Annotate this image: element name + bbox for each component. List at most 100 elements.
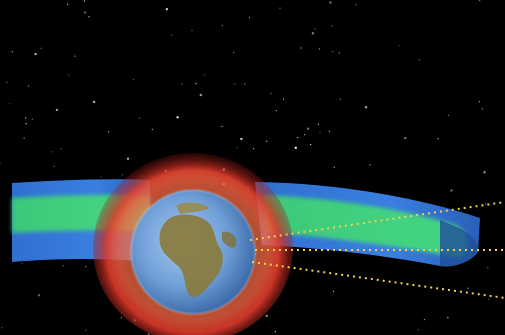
star <box>483 171 486 174</box>
star <box>68 74 70 76</box>
orbit-lines <box>249 201 505 299</box>
star <box>275 110 277 112</box>
star <box>165 8 169 11</box>
star <box>300 47 302 49</box>
star <box>303 134 306 136</box>
star <box>369 164 371 166</box>
star <box>233 51 235 54</box>
star <box>6 81 8 83</box>
star <box>0 162 1 164</box>
star <box>120 317 122 319</box>
star <box>25 123 27 125</box>
star <box>318 48 321 50</box>
star <box>314 28 316 30</box>
star <box>467 287 469 289</box>
star <box>100 176 102 178</box>
star <box>195 83 197 85</box>
star <box>450 189 453 192</box>
radiation-belt-right <box>255 182 480 267</box>
star <box>485 203 487 205</box>
star <box>294 146 297 149</box>
star <box>479 0 481 2</box>
star <box>176 116 179 119</box>
star <box>437 138 439 140</box>
star <box>423 319 425 321</box>
star <box>88 16 90 18</box>
star <box>221 24 223 26</box>
star <box>333 166 335 168</box>
star <box>74 55 76 57</box>
star <box>317 123 319 125</box>
star <box>62 265 64 267</box>
star <box>171 34 173 36</box>
star <box>448 114 450 116</box>
star <box>31 118 33 120</box>
star <box>311 32 315 35</box>
star <box>248 16 251 18</box>
orbit-line-lower <box>251 261 505 299</box>
star <box>92 100 96 104</box>
earth-globe <box>129 188 257 316</box>
star <box>404 136 407 140</box>
star <box>221 125 223 127</box>
star <box>331 25 333 27</box>
star <box>151 128 153 130</box>
star <box>488 298 490 300</box>
star <box>85 329 87 331</box>
star <box>481 108 483 110</box>
star <box>253 148 255 150</box>
star <box>306 127 310 130</box>
star <box>53 165 55 167</box>
star <box>236 147 238 149</box>
star <box>138 117 140 119</box>
star <box>244 83 246 85</box>
star <box>85 266 87 268</box>
star <box>274 331 276 333</box>
star <box>11 51 13 53</box>
star <box>21 263 23 265</box>
star <box>240 137 243 141</box>
star <box>417 329 420 331</box>
star <box>398 45 400 47</box>
star <box>191 29 193 31</box>
star <box>332 290 335 292</box>
star <box>447 317 449 319</box>
star <box>270 92 272 95</box>
star <box>297 137 299 139</box>
star <box>122 174 124 176</box>
star <box>23 137 25 139</box>
star <box>234 83 236 85</box>
star <box>266 140 268 142</box>
star <box>328 130 330 132</box>
star <box>60 148 62 150</box>
orbit-line-upper <box>249 201 505 241</box>
star <box>28 85 30 87</box>
star <box>132 78 134 80</box>
star <box>279 7 281 9</box>
star <box>9 103 11 105</box>
star <box>181 83 183 85</box>
star <box>265 314 268 318</box>
star <box>108 131 110 133</box>
star <box>319 132 321 134</box>
star <box>338 52 340 54</box>
star <box>203 74 206 76</box>
star <box>84 11 87 14</box>
star <box>355 4 357 6</box>
star <box>37 294 41 297</box>
star <box>126 157 130 160</box>
star <box>66 3 69 5</box>
star <box>25 117 27 119</box>
star <box>34 52 37 56</box>
star <box>310 143 312 146</box>
star <box>329 1 332 4</box>
star <box>55 108 59 112</box>
star <box>199 93 202 97</box>
star <box>40 47 42 49</box>
star <box>418 59 420 61</box>
star <box>339 98 341 100</box>
star <box>83 0 85 2</box>
star <box>332 51 334 53</box>
star <box>51 151 53 153</box>
